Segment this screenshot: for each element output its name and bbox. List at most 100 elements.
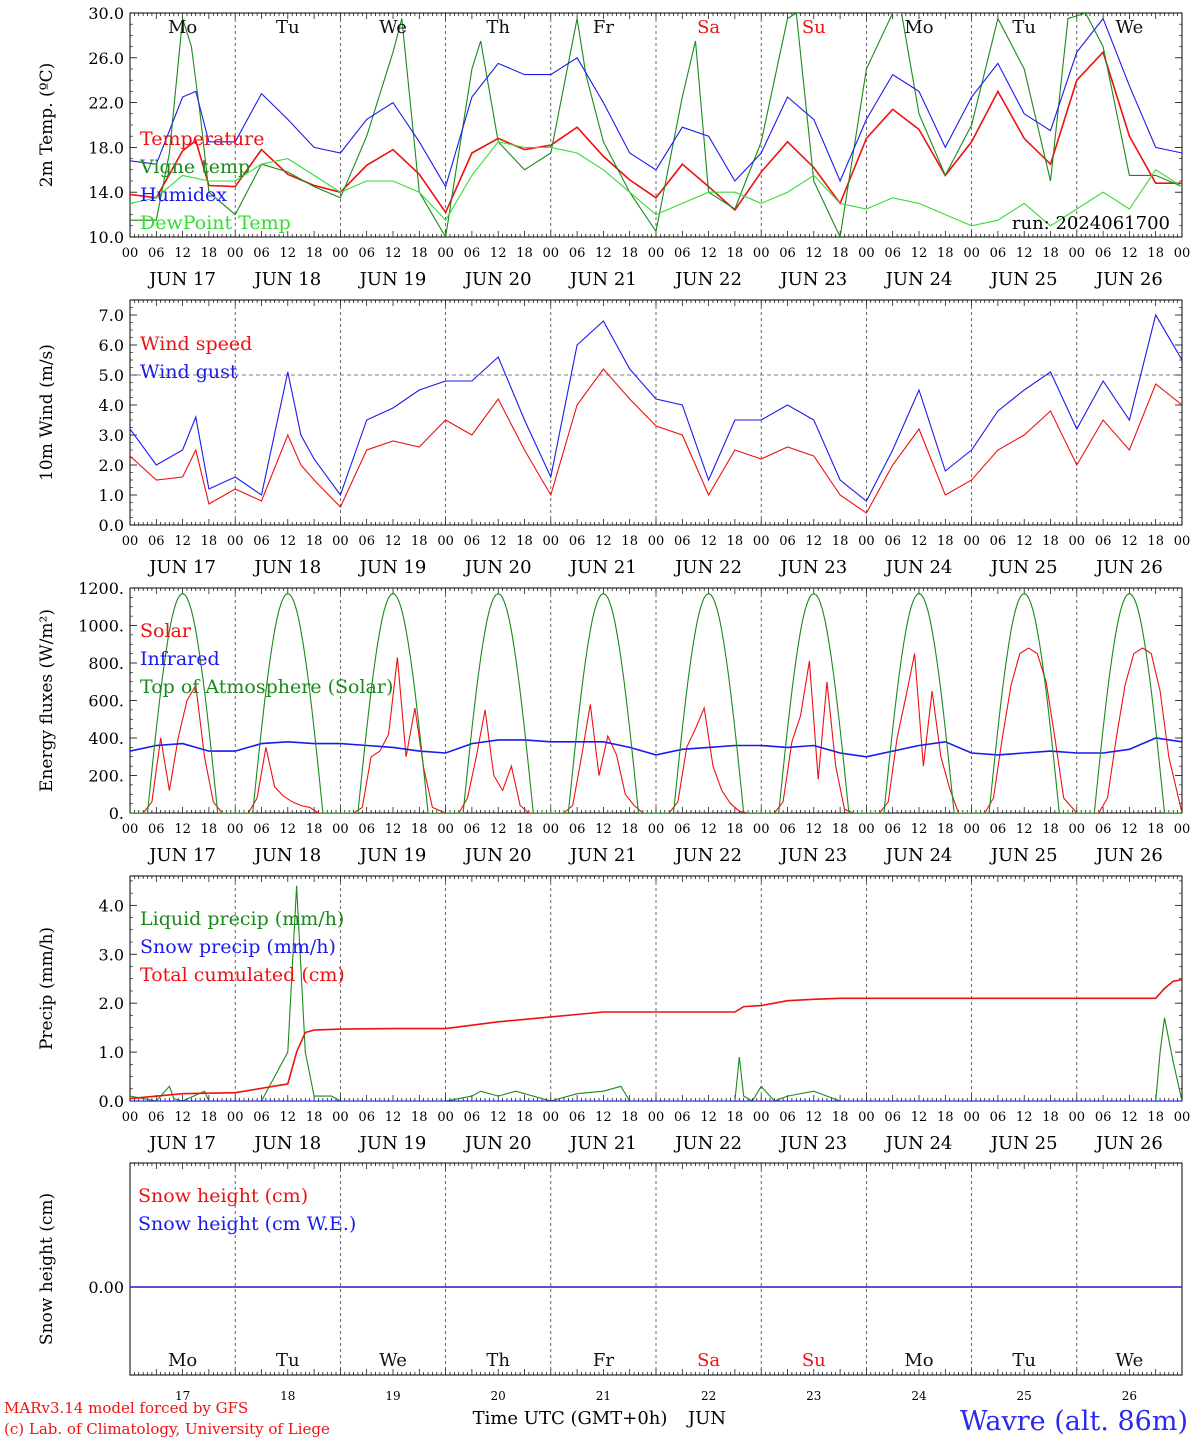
hour-tick-label: 06 <box>990 246 1007 261</box>
hour-tick-label: 06 <box>148 534 165 549</box>
hour-tick-label: 12 <box>1121 822 1138 837</box>
hour-tick-label: 18 <box>201 246 218 261</box>
hour-tick-label: 00 <box>227 822 244 837</box>
hour-tick-label: 06 <box>674 822 691 837</box>
hour-tick-label: 18 <box>1042 534 1059 549</box>
date-label: JUN 25 <box>989 1133 1058 1154</box>
hour-tick-label: 12 <box>490 246 507 261</box>
total-cumulated-line <box>130 978 1182 1100</box>
date-label: JUN 26 <box>1094 845 1163 866</box>
hour-tick-label: 12 <box>806 1110 823 1125</box>
humidex-line <box>130 17 1182 188</box>
date-label: JUN 19 <box>358 557 427 578</box>
solar-line <box>130 647 1182 813</box>
hour-tick-label: 12 <box>385 822 402 837</box>
hour-tick-label: 00 <box>543 246 560 261</box>
hour-tick-label: 06 <box>779 1110 796 1125</box>
y-axis-label: 10m Wind (m/s) <box>37 344 57 481</box>
hour-tick-label: 18 <box>937 246 954 261</box>
weekday-label: Th <box>486 17 510 38</box>
hour-tick-label: 00 <box>858 246 875 261</box>
day-number: 23 <box>806 1389 821 1403</box>
hour-tick-label: 12 <box>385 246 402 261</box>
weekday-label: Fr <box>593 17 614 38</box>
hour-tick-label: 18 <box>516 1110 533 1125</box>
panel-2 <box>129 299 1183 526</box>
y-tick-label: 7.0 <box>99 306 124 325</box>
hour-tick-label: 06 <box>358 534 375 549</box>
y-tick-label: 1.0 <box>99 1043 124 1062</box>
y-tick-label: 26.0 <box>88 49 124 68</box>
hour-tick-label: 18 <box>727 822 744 837</box>
legend-entry: Liquid precip (mm/h) <box>140 908 344 930</box>
hour-tick-label: 12 <box>1016 1110 1033 1125</box>
hour-tick-label: 18 <box>306 246 323 261</box>
hour-tick-label: 18 <box>937 534 954 549</box>
hour-tick-label: 00 <box>858 1110 875 1125</box>
hour-tick-label: 12 <box>1121 534 1138 549</box>
hour-tick-label: 18 <box>727 246 744 261</box>
date-label: JUN 20 <box>463 557 532 578</box>
date-label: JUN 25 <box>989 557 1058 578</box>
hour-tick-label: 00 <box>753 822 770 837</box>
hour-tick-label: 00 <box>1069 822 1086 837</box>
hour-tick-label: 12 <box>280 822 297 837</box>
lab-credit: (c) Lab. of Climatology, University of L… <box>4 1420 330 1438</box>
hour-tick-label: 18 <box>832 822 849 837</box>
y-tick-label: 5.0 <box>99 366 124 385</box>
hour-tick-label: 06 <box>674 1110 691 1125</box>
date-label: JUN 24 <box>884 557 953 578</box>
day-number: 17 <box>175 1389 190 1403</box>
date-label: JUN 21 <box>568 269 637 290</box>
date-label: JUN 19 <box>358 1133 427 1154</box>
hour-tick-label: 00 <box>648 822 665 837</box>
panel-5 <box>129 1162 1183 1376</box>
weekday-label: Mo <box>904 1350 933 1371</box>
date-label: JUN 18 <box>252 1133 321 1154</box>
legend-entry: DewPoint Temp <box>140 212 291 234</box>
hour-tick-label: 06 <box>569 822 586 837</box>
y-tick-label: 30.0 <box>88 4 124 23</box>
hour-tick-label: 00 <box>648 1110 665 1125</box>
hour-tick-label: 00 <box>753 246 770 261</box>
date-label: JUN 22 <box>673 1133 742 1154</box>
hour-tick-label: 18 <box>621 822 638 837</box>
day-number: 26 <box>1122 1389 1137 1403</box>
date-label: JUN 18 <box>252 557 321 578</box>
y-tick-label: 0.0 <box>99 516 124 535</box>
run-label: run: 2024061700 <box>1012 213 1170 234</box>
hour-tick-label: 00 <box>332 822 349 837</box>
legend-entry: Wind speed <box>140 333 252 355</box>
hour-tick-label: 18 <box>411 534 428 549</box>
hour-tick-label: 00 <box>1069 1110 1086 1125</box>
legend-entry: Total cumulated (cm) <box>140 964 345 986</box>
date-label: JUN 23 <box>778 557 847 578</box>
hour-tick-label: 18 <box>306 534 323 549</box>
legend-entry: Snow precip (mm/h) <box>140 936 336 958</box>
y-tick-label: 2.0 <box>99 994 124 1013</box>
wind-speed-line <box>130 368 1182 514</box>
hour-tick-label: 06 <box>1095 246 1112 261</box>
hour-tick-label: 12 <box>911 1110 928 1125</box>
hour-tick-label: 18 <box>621 246 638 261</box>
y-axis-label: 2m Temp. (ºC) <box>37 63 57 188</box>
hour-tick-label: 06 <box>358 822 375 837</box>
weekday-label: Mo <box>168 1350 197 1371</box>
legend-entry: Vigne temp <box>139 156 250 178</box>
date-label: JUN 17 <box>147 1133 216 1154</box>
hour-tick-label: 06 <box>464 1110 481 1125</box>
hour-tick-label: 06 <box>884 534 901 549</box>
date-label: JUN 17 <box>147 269 216 290</box>
hour-tick-label: 06 <box>1095 822 1112 837</box>
weekday-label: Mo <box>904 17 933 38</box>
hour-tick-label: 06 <box>253 246 270 261</box>
date-label: JUN 20 <box>463 845 532 866</box>
hour-tick-label: 06 <box>358 1110 375 1125</box>
date-label: JUN 17 <box>147 845 216 866</box>
hour-tick-label: 00 <box>963 1110 980 1125</box>
hour-tick-label: 00 <box>227 534 244 549</box>
date-label: JUN 26 <box>1094 269 1163 290</box>
hour-tick-label: 06 <box>358 246 375 261</box>
y-axis-label: Energy fluxes (W/m²) <box>37 609 57 792</box>
y-tick-label: 14.0 <box>88 183 124 202</box>
